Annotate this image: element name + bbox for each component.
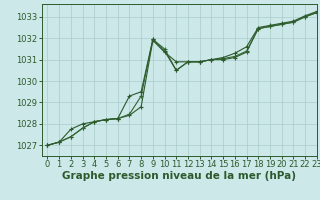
X-axis label: Graphe pression niveau de la mer (hPa): Graphe pression niveau de la mer (hPa): [62, 171, 296, 181]
